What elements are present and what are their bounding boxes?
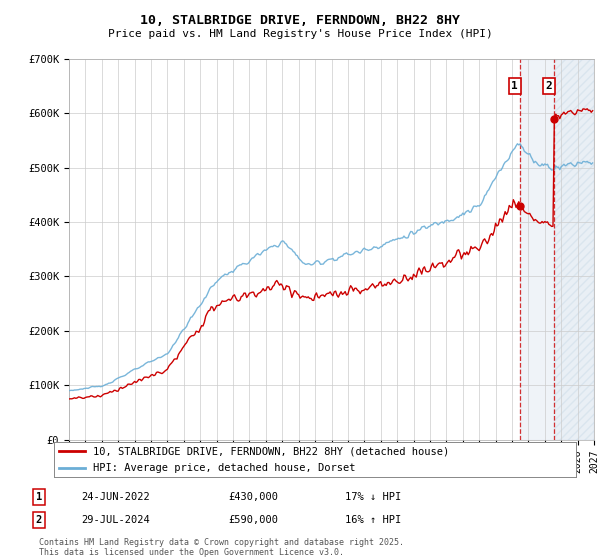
Text: 10, STALBRIDGE DRIVE, FERNDOWN, BH22 8HY: 10, STALBRIDGE DRIVE, FERNDOWN, BH22 8HY xyxy=(140,14,460,27)
Text: 1: 1 xyxy=(511,81,518,91)
Text: 2: 2 xyxy=(36,515,42,525)
Text: 24-JUN-2022: 24-JUN-2022 xyxy=(81,492,150,502)
Text: £590,000: £590,000 xyxy=(228,515,278,525)
Bar xyxy=(554,59,594,440)
Bar xyxy=(520,59,594,440)
Text: 16% ↑ HPI: 16% ↑ HPI xyxy=(345,515,401,525)
Text: 2: 2 xyxy=(545,81,552,91)
Text: Contains HM Land Registry data © Crown copyright and database right 2025.
This d: Contains HM Land Registry data © Crown c… xyxy=(39,538,404,557)
Text: 10, STALBRIDGE DRIVE, FERNDOWN, BH22 8HY (detached house): 10, STALBRIDGE DRIVE, FERNDOWN, BH22 8HY… xyxy=(93,446,449,456)
Text: 17% ↓ HPI: 17% ↓ HPI xyxy=(345,492,401,502)
Text: Price paid vs. HM Land Registry's House Price Index (HPI): Price paid vs. HM Land Registry's House … xyxy=(107,29,493,39)
Text: 29-JUL-2024: 29-JUL-2024 xyxy=(81,515,150,525)
Text: 1: 1 xyxy=(36,492,42,502)
Text: HPI: Average price, detached house, Dorset: HPI: Average price, detached house, Dors… xyxy=(93,464,356,473)
Text: £430,000: £430,000 xyxy=(228,492,278,502)
